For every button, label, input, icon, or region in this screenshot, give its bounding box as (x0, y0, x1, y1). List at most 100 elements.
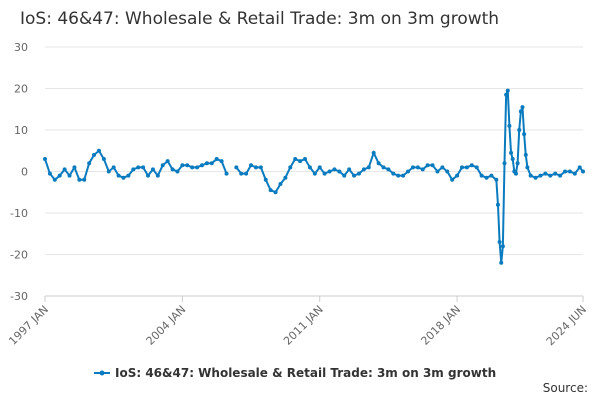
point (489, 173, 494, 178)
point (406, 169, 411, 174)
point (567, 169, 572, 174)
point (62, 167, 67, 172)
point (214, 157, 219, 162)
point (224, 171, 229, 176)
point (234, 165, 239, 170)
point (504, 92, 509, 97)
point (101, 157, 106, 162)
point (106, 169, 111, 174)
point (525, 165, 530, 170)
y-tick-label: 10 (14, 124, 28, 137)
point (495, 202, 500, 207)
point (494, 177, 499, 182)
point (337, 169, 342, 174)
point (111, 165, 116, 170)
point (435, 169, 440, 174)
point (131, 167, 136, 172)
x-tick-label: 2024 JUN (544, 303, 589, 348)
point (92, 152, 97, 157)
point (459, 165, 464, 170)
point (376, 161, 381, 166)
point (464, 165, 469, 170)
point (342, 173, 347, 178)
point (410, 165, 415, 170)
point (312, 171, 317, 176)
point (67, 173, 72, 178)
point (317, 165, 322, 170)
legend-label: IoS: 46&47: Wholesale & Retail Trade: 3m… (115, 366, 496, 380)
point (141, 165, 146, 170)
point (258, 165, 263, 170)
point (500, 244, 505, 249)
point (366, 165, 371, 170)
point (43, 157, 47, 162)
y-tick-label: -20 (10, 249, 28, 262)
point (553, 171, 558, 176)
point (396, 173, 401, 178)
chart-title: IoS: 46&47: Wholesale & Retail Trade: 3m… (20, 9, 499, 29)
y-tick-label: 20 (14, 83, 28, 96)
point (558, 173, 563, 178)
point (121, 175, 126, 180)
point (278, 181, 283, 186)
point (199, 163, 204, 168)
point (150, 167, 155, 172)
point (146, 173, 151, 178)
point (219, 159, 224, 164)
point (195, 165, 200, 170)
point (57, 173, 62, 178)
point (425, 163, 430, 168)
y-tick-label: -10 (10, 207, 28, 220)
y-tick-label: 0 (21, 166, 28, 179)
point (533, 175, 538, 180)
point (263, 177, 268, 182)
point (513, 171, 518, 176)
point (510, 157, 515, 162)
x-tick-label: 1997 JAN (6, 303, 51, 348)
point (469, 163, 474, 168)
point (538, 173, 543, 178)
point (572, 171, 577, 176)
x-tick-label: 2018 JAN (418, 303, 463, 348)
point (327, 169, 332, 174)
point (420, 167, 425, 172)
point (381, 165, 386, 170)
point (505, 88, 510, 93)
point (288, 165, 293, 170)
point (268, 188, 273, 193)
point (136, 165, 141, 170)
point (445, 169, 450, 174)
point (283, 175, 288, 180)
point (577, 165, 582, 170)
point (430, 163, 435, 168)
point (170, 167, 175, 172)
point (87, 161, 92, 166)
y-tick-label: -30 (10, 290, 28, 303)
point (528, 173, 533, 178)
point (209, 161, 214, 166)
point (347, 167, 352, 172)
point (303, 157, 308, 162)
point (440, 165, 445, 170)
point (185, 163, 190, 168)
point (52, 177, 57, 182)
point (563, 169, 568, 174)
point (507, 123, 512, 128)
point (499, 260, 504, 265)
point (155, 173, 160, 178)
point (450, 177, 455, 182)
point (204, 161, 209, 166)
point (479, 173, 484, 178)
point (96, 148, 101, 153)
point (180, 163, 185, 168)
point (116, 173, 121, 178)
y-tick-label: 30 (14, 41, 28, 54)
point (352, 173, 357, 178)
point (77, 177, 82, 182)
point (515, 161, 520, 166)
point (253, 165, 258, 170)
series-line (44, 90, 584, 263)
point (502, 161, 507, 166)
point (72, 165, 77, 170)
